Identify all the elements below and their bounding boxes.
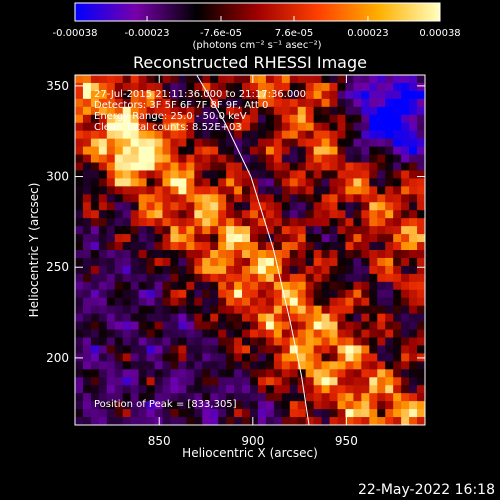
y-tick-label: 200	[46, 351, 69, 365]
colorbar	[75, 3, 440, 21]
colorbar-tick-label: 0.00023	[347, 28, 388, 39]
chart-title: Reconstructed RHESSI Image	[133, 53, 367, 72]
annotation-energy: Energy Range: 25.0 - 50.0 keV	[94, 111, 247, 122]
y-tick-label: 250	[46, 260, 69, 274]
annotation-peak: Position of Peak = [833,305]	[94, 399, 237, 410]
y-axis-label: Heliocentric Y (arcsec)	[27, 183, 41, 318]
x-axis-label: Heliocentric X (arcsec)	[182, 446, 318, 460]
x-tick-label: 850	[148, 434, 171, 448]
colorbar-tick-label: -0.00023	[125, 28, 170, 39]
colorbar-tick-label: 7.6e-05	[275, 28, 313, 39]
colorbar-tick-label: 0.00038	[419, 28, 460, 39]
colorbar-unit-label: (photons cm⁻² s⁻¹ asec⁻²)	[192, 40, 321, 51]
x-tick-label: 950	[335, 434, 358, 448]
colorbar-tick-label: -0.00038	[53, 28, 98, 39]
annotation-clean: Clean Total counts: 8.52E+03	[94, 122, 242, 133]
y-tick-label: 350	[46, 79, 69, 93]
annotation-time-range: 27-Jul-2015 21:11:36.000 to 21:17:36.000	[94, 89, 306, 100]
footer-date: 22-May-2022 16:18	[358, 482, 495, 498]
colorbar-tick-label: -7.6e-05	[200, 28, 242, 39]
annotation-detectors: Detectors: 3F 5F 6F 7F 8F 9F, Att 0	[94, 100, 268, 111]
y-tick-label: 300	[46, 170, 69, 184]
